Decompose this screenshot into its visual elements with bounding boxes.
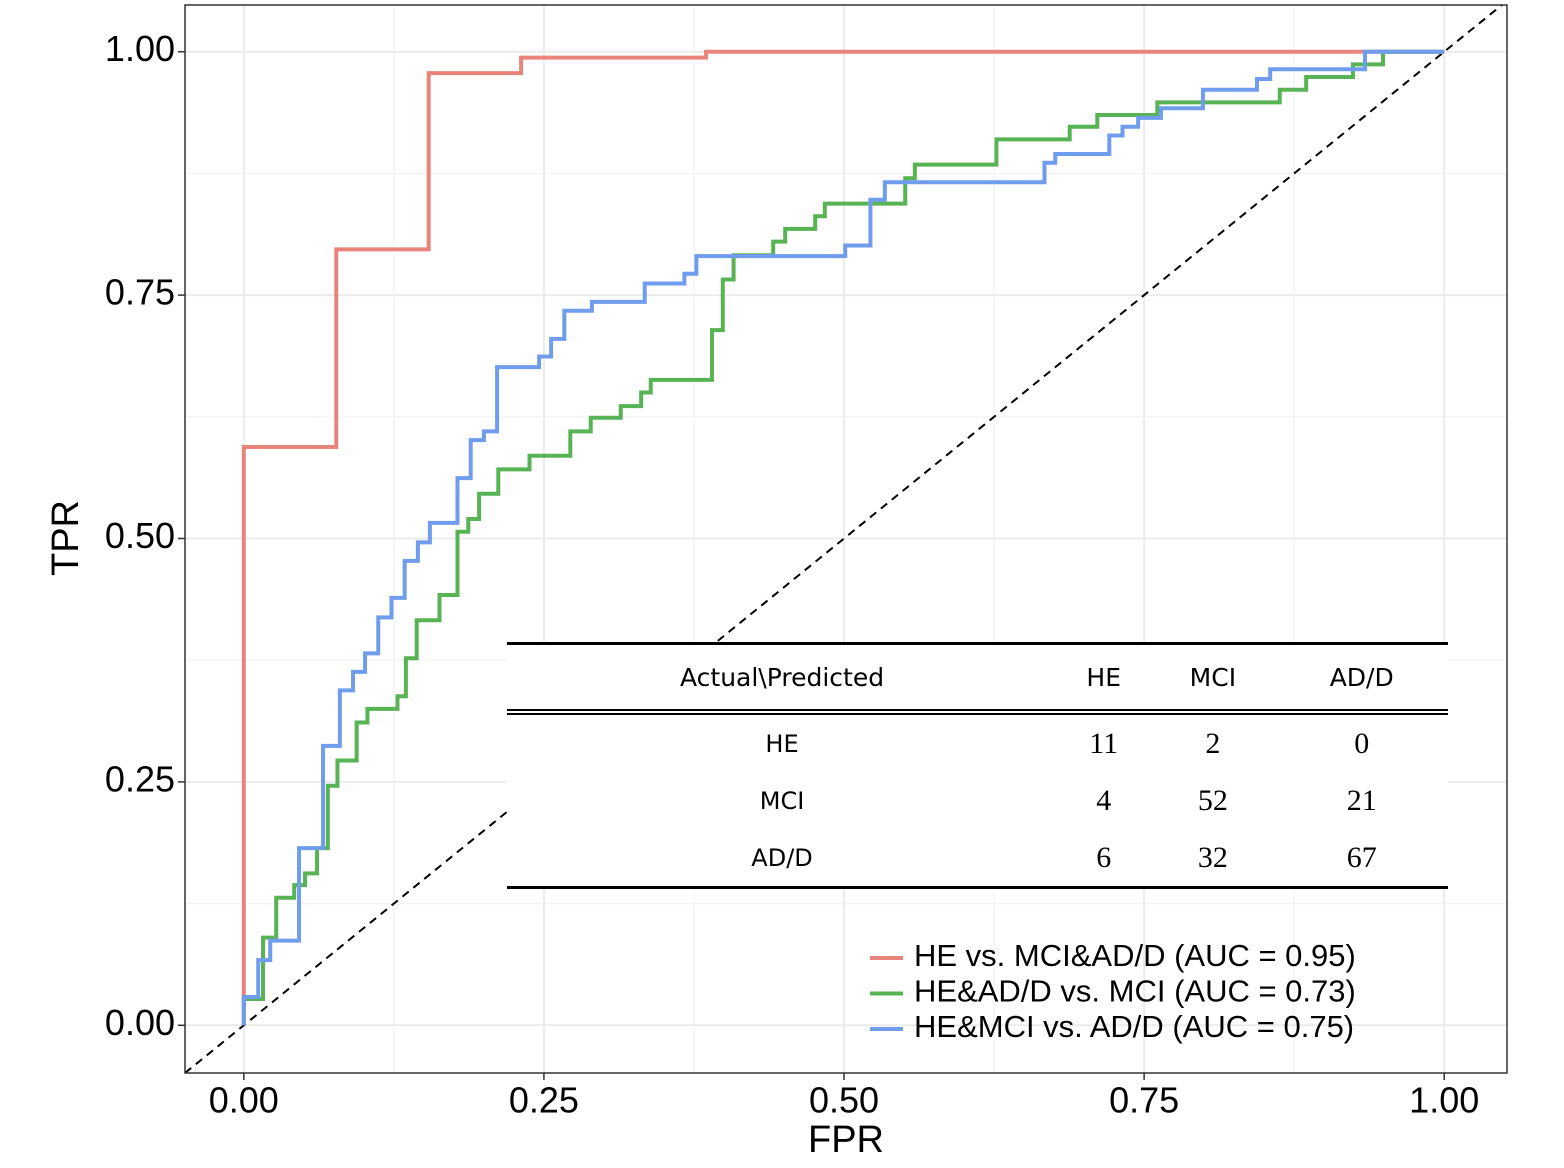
table-cell: 2 [1205,726,1221,760]
table-cell: 21 [1346,783,1377,817]
reference-diagonal [184,4,1503,1074]
x-tick-label: 0.25 [509,1080,579,1121]
x-tick-label: 1.00 [1409,1080,1479,1121]
y-tick-label: 0.00 [105,1002,175,1043]
table-cell: AD/D [507,829,1058,889]
table-cell: 32 [1150,829,1276,889]
table-cell: AD/D [1275,642,1448,715]
table-cell: 6 [1057,829,1151,889]
y-tick-label: 0.50 [105,515,175,556]
legend-label: HE vs. MCI&AD/D (AUC = 0.95) [914,938,1356,973]
plot-frame [184,4,1508,1074]
x-tick-label: 0.00 [209,1080,279,1121]
table-row: HE 11 2 0 [507,712,1448,772]
table-cell: 67 [1275,829,1448,889]
confusion-table: Actual\Predicted HE MCI AD/D HE 11 2 0 MCI 4 52 21 A… [507,642,1448,889]
table-header: Actual\Predicted HE MCI AD/D [507,642,1448,715]
table-cell: HE [1057,642,1151,715]
legend-label: HE&MCI vs. AD/D (AUC = 0.75) [914,1009,1354,1044]
table-cell: 11 [1089,726,1119,760]
table-cell: 52 [1197,783,1228,817]
legend-label: HE&AD/D vs. MCI (AUC = 0.73) [914,974,1356,1009]
y-tick-label: 0.25 [105,758,175,799]
table-cell: 4 [1096,783,1112,817]
table-cell: Actual\Predicted [507,642,1058,715]
table-cell: MCI [759,786,805,815]
roc-line [241,49,1445,1026]
x-axis-label: FPR [808,1119,884,1161]
table-row: AD/D 6 32 67 [507,829,1448,889]
roc-line [241,49,1445,1026]
table-cell: HE [765,729,799,758]
x-tick-label: 0.50 [809,1080,879,1121]
y-axis-label: TPR [45,500,87,576]
table-row: MCI 4 52 21 [507,772,1448,829]
y-tick-label: 1.00 [105,28,175,69]
x-tick-label: 0.75 [1109,1080,1179,1121]
table-cell: MCI [1150,642,1276,715]
roc-line [241,49,1445,1026]
y-tick-label: 0.75 [105,272,175,313]
table-cell: 0 [1354,726,1370,760]
